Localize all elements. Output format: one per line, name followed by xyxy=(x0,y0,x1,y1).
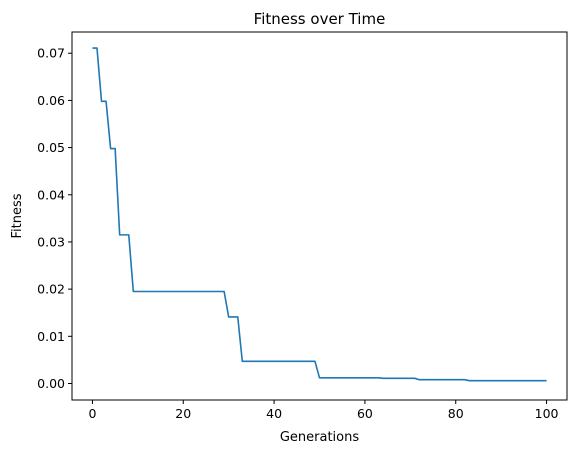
x-tick-label: 0 xyxy=(88,406,96,421)
y-tick-label: 0.00 xyxy=(37,376,65,391)
y-tick-label: 0.01 xyxy=(37,329,65,344)
x-tick-label: 100 xyxy=(535,406,559,421)
y-tick-label: 0.04 xyxy=(37,187,65,202)
y-axis-label: Fitness xyxy=(10,193,25,238)
y-tick-label: 0.06 xyxy=(37,93,65,108)
x-axis-ticks: 0 20 40 60 80 100 xyxy=(88,400,559,421)
chart-title: Fitness over Time xyxy=(254,10,386,28)
x-tick-label: 80 xyxy=(448,406,464,421)
x-tick-label: 40 xyxy=(266,406,282,421)
x-tick-label: 20 xyxy=(175,406,191,421)
y-tick-label: 0.02 xyxy=(37,282,65,297)
y-tick-label: 0.03 xyxy=(37,234,65,249)
y-axis-ticks: 0.00 0.01 0.02 0.03 0.04 0.05 0.06 0.07 xyxy=(37,46,72,391)
plot-area xyxy=(72,32,567,400)
y-tick-label: 0.05 xyxy=(37,140,65,155)
x-axis-label: Generations xyxy=(280,430,360,445)
series-layer xyxy=(92,47,547,382)
fitness-series-line xyxy=(92,47,547,382)
plot-frame xyxy=(71,31,568,401)
x-tick-label: 60 xyxy=(357,406,373,421)
y-tick-label: 0.07 xyxy=(37,46,65,61)
